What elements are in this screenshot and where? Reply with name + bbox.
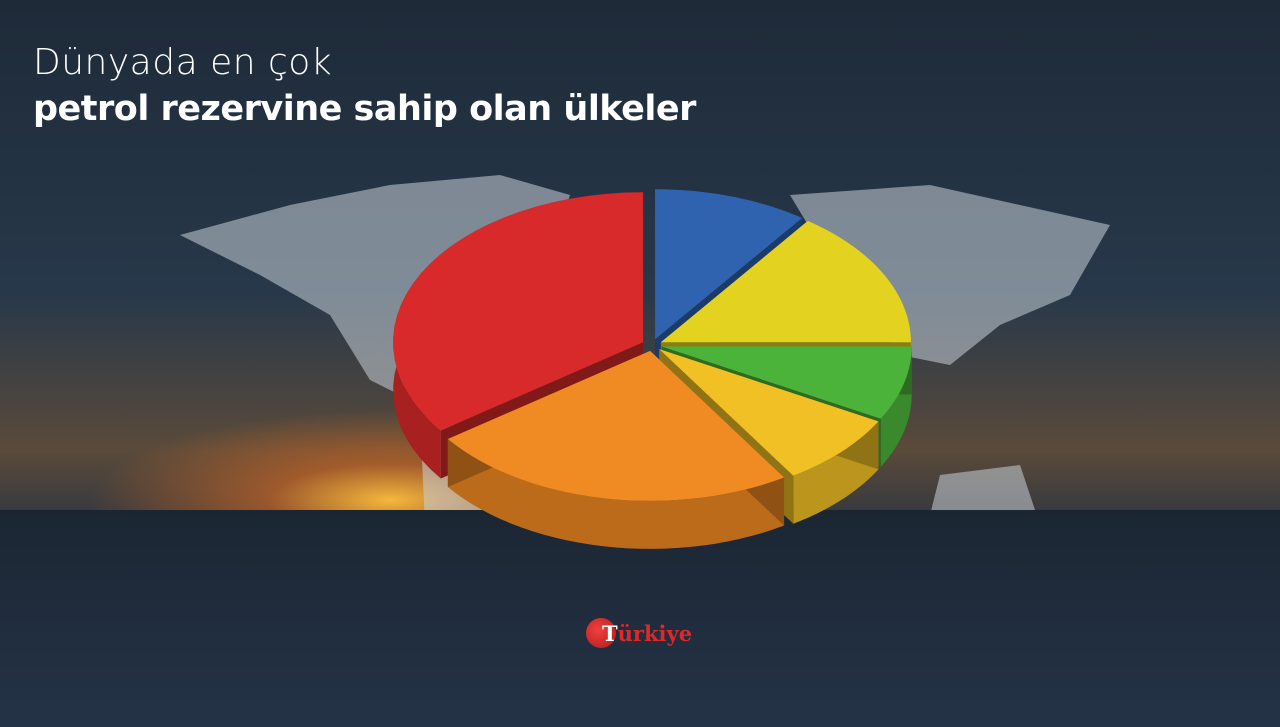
headline: Dünyada en çok petrol rezervine sahip ol…	[33, 42, 696, 129]
pie-slice-top	[660, 220, 911, 343]
headline-line-2: petrol rezervine sahip olan ülkeler	[33, 89, 696, 129]
turkiye-logo: Türkiye	[586, 618, 692, 648]
pie-slice-top	[661, 346, 912, 419]
pie-slice-top	[393, 192, 644, 431]
headline-line-1: Dünyada en çok	[33, 42, 333, 83]
globe-icon	[586, 618, 616, 648]
pie-slice-side	[447, 439, 785, 549]
pie-slice-top	[655, 189, 803, 340]
pie-slice-5	[447, 350, 785, 549]
pie-slice-side	[880, 346, 912, 467]
pie-slice-top	[447, 350, 785, 501]
logo-text: Türkiye	[602, 620, 693, 646]
pie-slice-top	[659, 349, 879, 476]
